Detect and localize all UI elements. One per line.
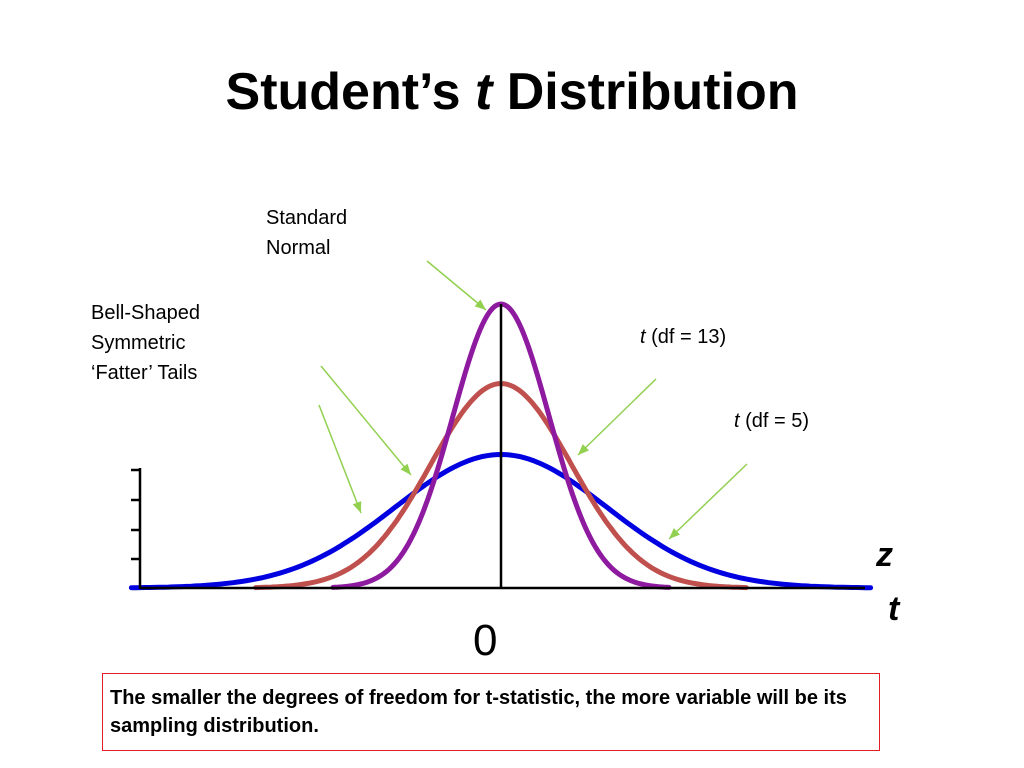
arrow-t-df13 xyxy=(577,378,657,456)
t-df5-label: t (df = 5) xyxy=(734,406,809,436)
arrow-standard-normal xyxy=(426,260,487,311)
arrow-bell-shaped-2 xyxy=(318,404,362,514)
bell-shaped-label-line1: Bell-Shaped xyxy=(91,302,200,324)
standard-normal-label-line1: Standard xyxy=(266,207,348,229)
arrow-bell-shaped-1 xyxy=(320,365,412,476)
axis-label-t: t xyxy=(888,590,900,628)
bell-shaped-label-line3: ‘Fatter’ Tails xyxy=(91,362,198,384)
t-df13-label: t (df = 13) xyxy=(640,322,726,352)
axes xyxy=(131,304,865,590)
t-df5-italic: t xyxy=(734,410,740,432)
t-df5-rest: (df = 5) xyxy=(739,410,810,432)
axis-label-z: z xyxy=(876,536,893,574)
arrows xyxy=(318,260,748,540)
bell-shaped-label-line2: Symmetric xyxy=(91,332,186,354)
title-suffix: Distribution xyxy=(492,63,799,121)
slide-title: Student’s t Distribution xyxy=(0,63,1024,121)
bell-shaped-label: Bell-Shaped Symmetric ‘Fatter’ Tails xyxy=(91,298,200,388)
note-box: The smaller the degrees of freedom for t… xyxy=(102,673,880,751)
standard-normal-label: Standard Normal xyxy=(266,203,347,263)
x-tick-label-zero: 0 xyxy=(473,616,498,665)
title-italic-t: t xyxy=(474,63,493,121)
title-prefix: Student’s xyxy=(225,63,475,121)
t-df13-rest: (df = 13) xyxy=(645,326,727,348)
t-df13-italic: t xyxy=(640,326,646,348)
arrow-t-df5 xyxy=(668,463,748,540)
standard-normal-label-line2: Normal xyxy=(266,237,331,259)
